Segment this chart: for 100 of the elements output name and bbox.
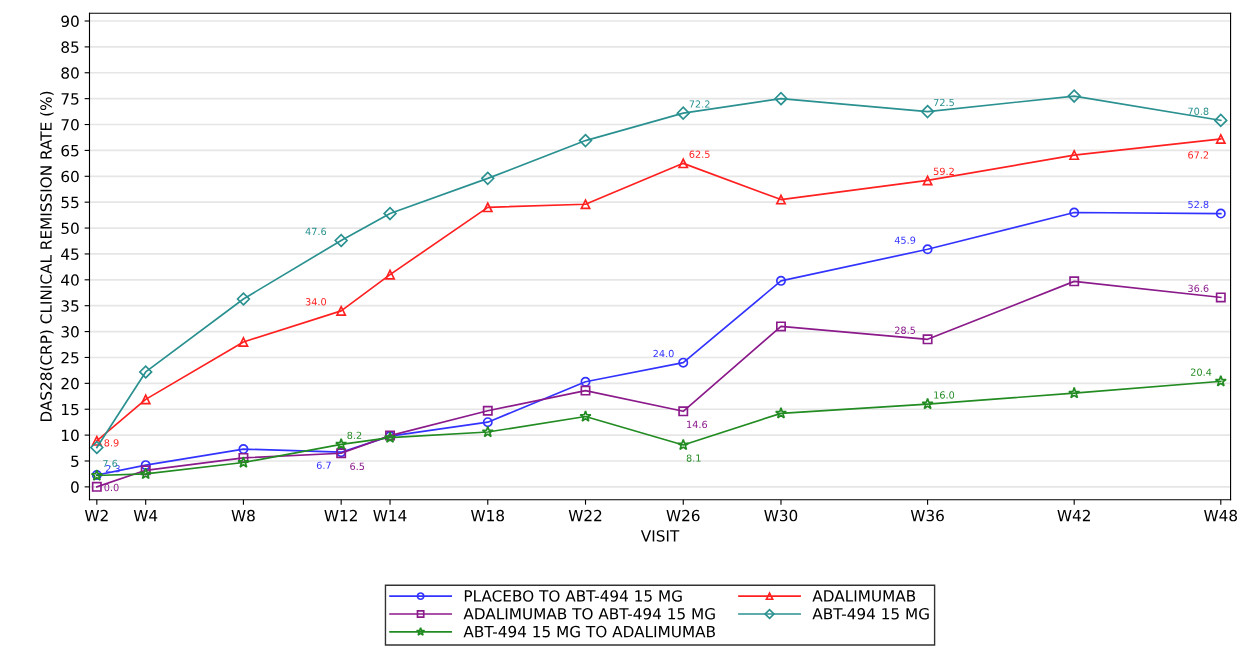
point — [482, 405, 493, 416]
data-label: 6.5 — [350, 462, 365, 471]
data-label: 62.5 — [689, 150, 710, 158]
data-label: 36.6 — [1188, 284, 1209, 292]
point — [236, 292, 251, 306]
legend-label: ABT-494 15 MG TO ADALIMUMAB — [463, 625, 715, 638]
point — [1214, 374, 1227, 387]
point — [774, 406, 788, 419]
y-tick-label: 50 — [61, 222, 79, 235]
x-tick-label: W48 — [1204, 509, 1238, 522]
point — [383, 206, 397, 221]
y-tick-label: 35 — [61, 300, 79, 312]
y-tick-label: 10 — [62, 429, 79, 442]
data-label: 8.1 — [686, 454, 701, 462]
point — [138, 365, 153, 379]
point — [775, 194, 786, 205]
y-tick-label: 45 — [61, 248, 79, 260]
data-label: 59.2 — [933, 167, 954, 176]
point — [922, 244, 933, 255]
point — [481, 171, 495, 186]
data-label: 45.9 — [894, 236, 916, 244]
x-tick-label: W30 — [764, 509, 798, 522]
y-tick-label: 0 — [71, 481, 79, 493]
point — [580, 199, 591, 210]
x-tick-label: W12 — [324, 509, 357, 522]
data-label: 6.7 — [316, 461, 331, 469]
data-label: 20.4 — [1190, 368, 1212, 376]
data-label: 47.6 — [305, 227, 327, 236]
x-tick-label: W18 — [471, 509, 504, 522]
data-label: 8.2 — [347, 431, 362, 440]
point — [1069, 207, 1080, 218]
legend-label: ADALIMUMAB TO ABT-494 15 MG — [463, 607, 715, 620]
y-tick-label: 70 — [61, 119, 79, 131]
x-tick-label: W14 — [373, 510, 407, 522]
y-tick-label: 25 — [61, 351, 79, 364]
point — [336, 305, 347, 316]
y-tick-label: 55 — [61, 196, 79, 209]
point — [579, 410, 592, 422]
y-tick-label: 60 — [61, 170, 79, 183]
y-tick-label: 5 — [71, 455, 79, 468]
point — [1067, 89, 1081, 103]
point — [678, 406, 689, 417]
point — [921, 397, 934, 410]
point — [1215, 208, 1226, 219]
data-label: 0.0 — [104, 483, 119, 492]
x-tick-label: W2 — [84, 509, 108, 522]
point — [91, 481, 102, 492]
point — [140, 460, 151, 471]
x-tick-label: W36 — [910, 509, 944, 522]
data-label: 24.0 — [653, 349, 674, 358]
x-tick-label: W26 — [666, 509, 700, 522]
point — [922, 334, 933, 345]
point — [580, 376, 591, 387]
x-tick-label: W8 — [231, 509, 255, 522]
point — [1215, 292, 1226, 303]
point — [775, 275, 786, 286]
point — [482, 417, 493, 428]
y-tick-label: 40 — [61, 274, 79, 286]
point — [774, 91, 788, 106]
point — [678, 158, 689, 169]
point — [1214, 113, 1228, 128]
data-label: 72.5 — [933, 98, 954, 107]
legend-label: PLACEBO TO ABT-494 15 MG — [464, 590, 682, 602]
point — [920, 104, 935, 119]
point — [1068, 386, 1081, 399]
y-axis-title: DAS28(CRP) CLINICAL REMISSION RATE (%) — [40, 91, 54, 422]
data-label: 34.0 — [305, 298, 327, 306]
point — [140, 394, 151, 405]
point — [1069, 276, 1080, 287]
x-tick-label: W22 — [568, 509, 602, 522]
data-label: 52.8 — [1188, 200, 1209, 209]
point — [335, 438, 348, 450]
point — [676, 106, 690, 120]
data-label: 8.9 — [104, 439, 119, 447]
point — [678, 357, 689, 368]
y-tick-label: 15 — [62, 403, 79, 416]
y-tick-label: 80 — [61, 67, 79, 79]
point — [482, 202, 493, 213]
y-tick-label: 90 — [61, 15, 79, 28]
y-tick-label: 75 — [61, 93, 79, 105]
x-tick-label: W4 — [133, 510, 158, 522]
y-tick-label: 30 — [61, 326, 79, 338]
point — [677, 438, 690, 451]
y-tick-label: 20 — [61, 377, 79, 390]
point — [580, 385, 591, 396]
legend-label: ADALIMUMAB — [812, 590, 916, 602]
data-label: 67.2 — [1188, 151, 1209, 159]
point — [1215, 134, 1226, 145]
point — [334, 233, 348, 248]
point — [578, 133, 593, 148]
y-tick-label: 65 — [61, 144, 79, 157]
data-label: 28.5 — [894, 326, 916, 334]
point — [922, 175, 933, 186]
point — [775, 321, 786, 332]
point — [139, 467, 152, 480]
point — [91, 435, 102, 446]
point — [238, 336, 249, 347]
legend-label: ABT-494 15 MG — [812, 607, 929, 620]
data-label: 72.2 — [689, 100, 710, 108]
data-label: 70.8 — [1188, 107, 1209, 115]
